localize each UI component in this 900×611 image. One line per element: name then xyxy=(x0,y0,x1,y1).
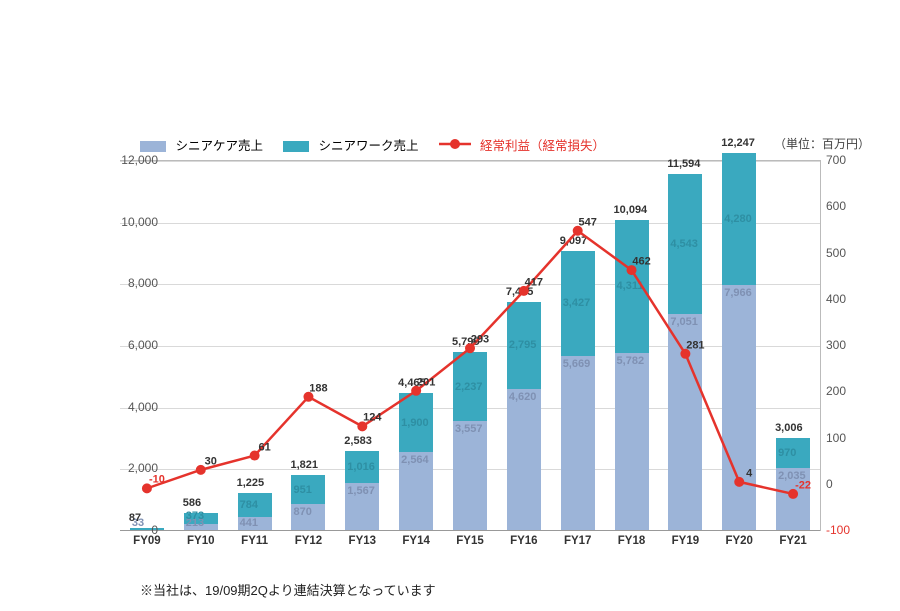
x-tick: FY18 xyxy=(618,535,646,547)
legend-label-work: シニアワーク売上 xyxy=(318,139,418,153)
x-tick: FY21 xyxy=(779,535,807,547)
profit-label: 462 xyxy=(632,256,650,268)
profit-label: 30 xyxy=(205,455,217,467)
y-right-tick: 300 xyxy=(826,338,876,352)
legend: シニアケア売上 シニアワーク売上 経常利益（経常損失） xyxy=(140,135,605,154)
y-left-tick: 12,000 xyxy=(88,153,158,167)
x-tick: FY17 xyxy=(564,535,592,547)
y-left-tick: 6,000 xyxy=(88,338,158,352)
profit-label: 188 xyxy=(309,382,327,394)
x-tick: FY15 xyxy=(456,535,484,547)
legend-label-care: シニアケア売上 xyxy=(175,139,263,153)
x-axis xyxy=(120,530,820,531)
x-tick: FY09 xyxy=(133,535,161,547)
profit-marker xyxy=(734,477,744,487)
profit-label: 417 xyxy=(525,276,543,288)
y-left-tick: 4,000 xyxy=(88,400,158,414)
x-tick: FY13 xyxy=(349,535,377,547)
x-tick: FY19 xyxy=(672,535,700,547)
y-left-tick: 2,000 xyxy=(88,461,158,475)
profit-line xyxy=(147,231,793,494)
y-left-tick: 10,000 xyxy=(88,215,158,229)
profit-label: 293 xyxy=(471,334,489,346)
x-tick: FY16 xyxy=(510,535,538,547)
y-right-tick: 600 xyxy=(826,199,876,213)
x-tick: FY10 xyxy=(187,535,215,547)
x-tick: FY20 xyxy=(725,535,753,547)
work-swatch xyxy=(283,141,309,152)
x-tick: FY12 xyxy=(295,535,323,547)
bar-label-total: 12,247 xyxy=(721,137,755,149)
profit-label: 61 xyxy=(258,441,270,453)
y-right-tick: 400 xyxy=(826,292,876,306)
profit-label: 4 xyxy=(746,467,752,479)
x-tick: FY14 xyxy=(402,535,430,547)
unit-label: （単位：百万円） xyxy=(774,135,870,152)
legend-label-line: 経常利益（経常損失） xyxy=(480,139,605,153)
legend-item-line: 経常利益（経常損失） xyxy=(439,135,606,154)
chart-container: シニアケア売上 シニアワーク売上 経常利益（経常損失） （単位：百万円） 338… xyxy=(30,20,870,580)
legend-item-work: シニアワーク売上 xyxy=(283,135,419,154)
profit-label: 281 xyxy=(686,339,704,351)
y-right-tick: 100 xyxy=(826,431,876,445)
line-swatch xyxy=(439,138,471,150)
y-right-tick: 500 xyxy=(826,246,876,260)
y-right-tick: 700 xyxy=(826,153,876,167)
y-right-tick: 0 xyxy=(826,477,876,491)
y-left-tick: 8,000 xyxy=(88,276,158,290)
legend-item-care: シニアケア売上 xyxy=(140,135,263,154)
profit-label: -10 xyxy=(149,474,165,486)
footnote: ※当社は、19/09期2Qより連結決算となっています xyxy=(140,580,436,599)
profit-label: 547 xyxy=(579,216,597,228)
care-swatch xyxy=(140,141,166,152)
y-right-tick: 200 xyxy=(826,384,876,398)
profit-label: -22 xyxy=(795,480,811,492)
y-right-tick: -100 xyxy=(826,523,876,537)
profit-label: 124 xyxy=(363,412,381,424)
x-tick: FY11 xyxy=(241,535,268,547)
profit-label: 201 xyxy=(417,376,435,388)
